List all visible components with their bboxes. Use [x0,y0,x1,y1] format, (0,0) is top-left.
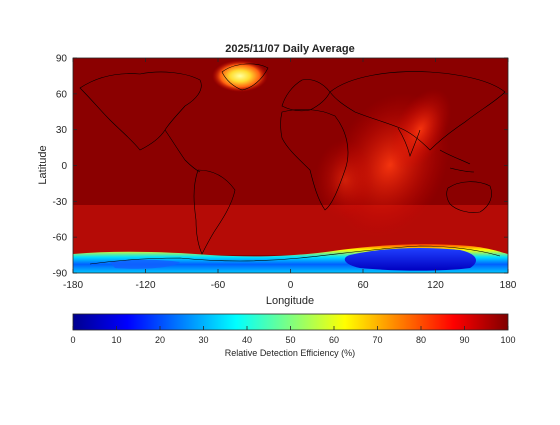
africa-band [315,140,375,220]
plot-title: 2025/11/07 Daily Average [225,43,354,55]
antarctica-west-low [110,259,180,269]
colorbar-tick-label: 0 [70,335,75,345]
colorbar-tick-label: 10 [111,335,121,345]
colorbar [73,314,508,330]
x-axis-label: Longitude [266,295,314,307]
colorbar-ticks: 0 10 20 30 40 50 60 70 80 90 100 [70,326,516,345]
y-tick-label: 60 [56,89,68,100]
x-tick-label: -120 [135,280,155,291]
y-tick-label: 30 [56,125,68,136]
colorbar-tick-label: 70 [372,335,382,345]
colorbar-tick-label: 80 [416,335,426,345]
coastline-greenland [221,63,269,91]
colorbar-tick-label: 40 [242,335,252,345]
y-tick-label: -60 [53,233,68,244]
coastline-antarctica [89,245,501,265]
greenland-hotspot [212,60,268,92]
coastline-asia [329,71,506,151]
map-field [73,58,508,273]
x-tick-label: 0 [288,280,294,291]
coastline-north-america [79,71,202,151]
coastline-indonesia [439,149,475,173]
coastlines [79,63,506,265]
colorbar-tick-label: 50 [285,335,295,345]
y-tick-label: -90 [53,269,68,280]
colorbar-label: Relative Detection Efficiency (%) [225,348,355,358]
coastline-australia [446,181,492,213]
x-tick-label: 180 [500,280,517,291]
y-axis-ticks: 90 60 30 0 -30 -60 -90 [53,54,508,280]
coastline-india [397,127,421,157]
colorbar-tick-label: 90 [459,335,469,345]
y-tick-label: 0 [61,161,67,172]
colorbar-tick-label: 100 [500,335,515,345]
y-tick-label: -30 [53,197,68,208]
x-tick-label: 60 [357,280,369,291]
coastline-africa [280,109,349,211]
y-tick-label: 90 [56,54,68,65]
colorbar-tick-label: 30 [198,335,208,345]
antarctica-east-low [344,247,476,271]
colorbar-tick-label: 60 [329,335,339,345]
y-axis-label: Latitude [37,145,49,184]
coastline-south-america [193,169,236,255]
colorbar-tick-label: 20 [155,335,165,345]
x-tick-label: -180 [63,280,83,291]
coastline-central-america [164,129,201,173]
x-tick-label: 120 [427,280,444,291]
x-tick-label: -60 [211,280,226,291]
x-axis-ticks: -180 -120 -60 0 60 120 180 [63,58,517,291]
